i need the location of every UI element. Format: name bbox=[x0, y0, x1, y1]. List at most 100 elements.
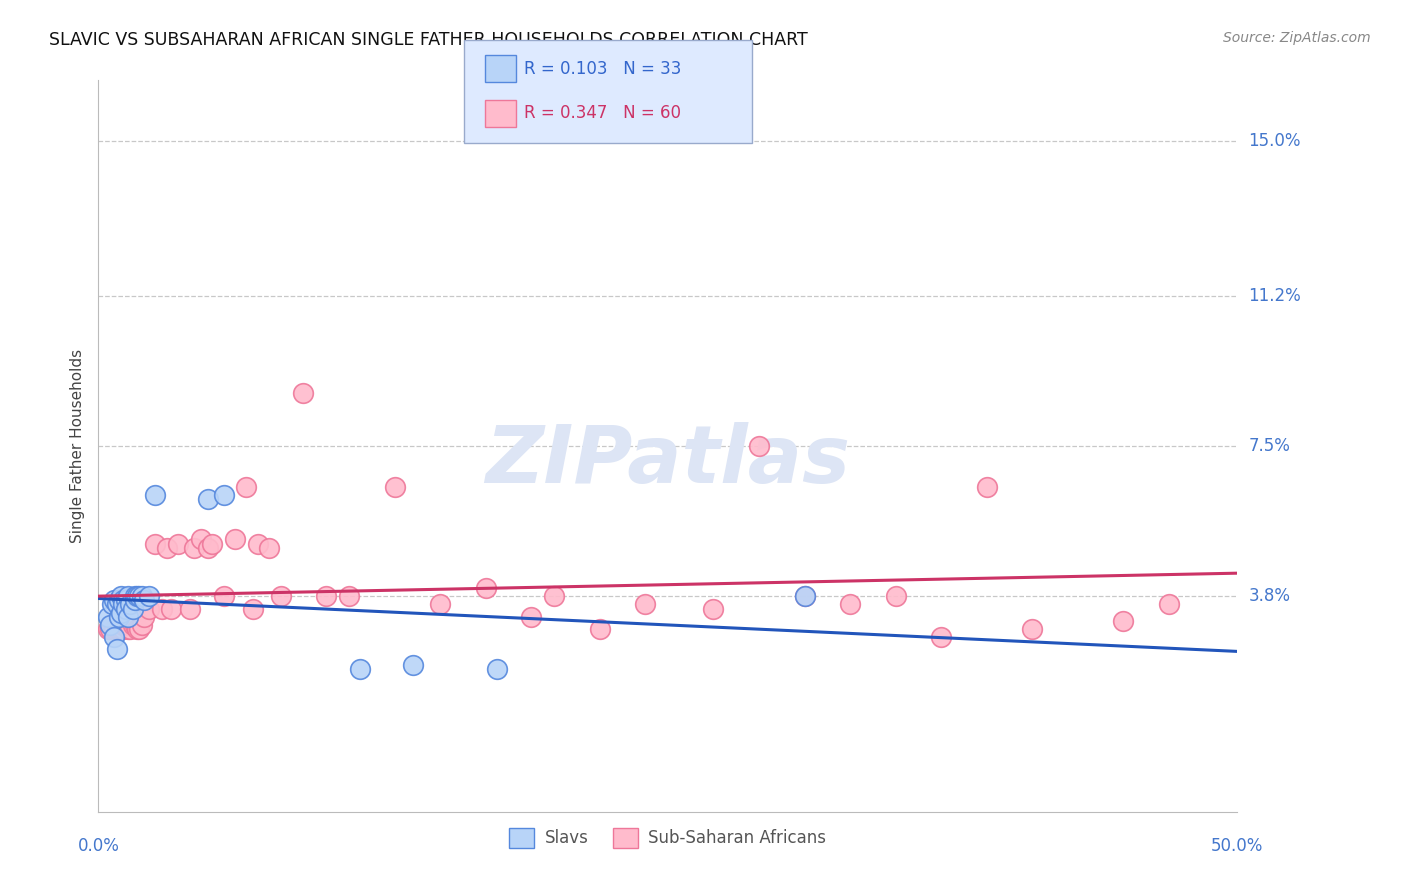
Point bbox=[884, 590, 907, 604]
Point bbox=[127, 590, 149, 604]
Point bbox=[190, 533, 212, 547]
Point bbox=[108, 609, 131, 624]
Text: 50.0%: 50.0% bbox=[1211, 837, 1264, 855]
Point bbox=[167, 536, 190, 550]
Text: 11.2%: 11.2% bbox=[1249, 286, 1301, 305]
Point bbox=[138, 601, 160, 615]
Point bbox=[96, 609, 118, 624]
Point bbox=[212, 590, 235, 604]
Point bbox=[588, 622, 610, 636]
Point bbox=[110, 606, 132, 620]
Point bbox=[292, 386, 315, 401]
Point bbox=[543, 590, 565, 604]
Point bbox=[1157, 598, 1180, 612]
Point bbox=[108, 622, 131, 636]
Point bbox=[108, 593, 131, 607]
Point bbox=[110, 590, 132, 604]
Point bbox=[384, 480, 406, 494]
Point bbox=[105, 617, 128, 632]
Point bbox=[128, 590, 150, 604]
Point bbox=[246, 536, 269, 550]
Point bbox=[242, 601, 264, 615]
Point bbox=[112, 622, 135, 636]
Point bbox=[121, 601, 143, 615]
Text: 3.8%: 3.8% bbox=[1249, 587, 1291, 606]
Point bbox=[96, 622, 118, 636]
Point bbox=[117, 622, 139, 636]
Text: 15.0%: 15.0% bbox=[1249, 132, 1301, 150]
Point bbox=[486, 663, 509, 677]
Point bbox=[337, 590, 360, 604]
Point bbox=[132, 609, 155, 624]
Point bbox=[702, 601, 724, 615]
Point bbox=[110, 622, 132, 636]
Point bbox=[315, 590, 337, 604]
Point bbox=[270, 590, 292, 604]
Point bbox=[179, 601, 201, 615]
Point bbox=[259, 541, 281, 555]
Point bbox=[114, 593, 136, 607]
Point bbox=[112, 598, 135, 612]
Point bbox=[121, 617, 143, 632]
Point bbox=[117, 609, 139, 624]
Text: R = 0.103   N = 33: R = 0.103 N = 33 bbox=[524, 60, 682, 78]
Point bbox=[138, 590, 160, 604]
Point bbox=[117, 590, 139, 604]
Point bbox=[224, 533, 246, 547]
Point bbox=[349, 663, 371, 677]
Point bbox=[793, 590, 815, 604]
Point bbox=[183, 541, 205, 555]
Point bbox=[1112, 614, 1135, 628]
Point bbox=[120, 598, 142, 612]
Point bbox=[103, 630, 125, 644]
Point bbox=[110, 617, 132, 632]
Text: 0.0%: 0.0% bbox=[77, 837, 120, 855]
Text: ZIPatlas: ZIPatlas bbox=[485, 422, 851, 500]
Text: Source: ZipAtlas.com: Source: ZipAtlas.com bbox=[1223, 31, 1371, 45]
Point bbox=[197, 491, 219, 506]
Point bbox=[160, 601, 183, 615]
Y-axis label: Single Father Households: Single Father Households bbox=[69, 349, 84, 543]
Point bbox=[429, 598, 451, 612]
Point bbox=[520, 609, 543, 624]
Legend: Slavs, Sub-Saharan Africans: Slavs, Sub-Saharan Africans bbox=[503, 821, 832, 855]
Point bbox=[212, 488, 235, 502]
Point bbox=[103, 622, 125, 636]
Point bbox=[128, 622, 150, 636]
Point bbox=[114, 601, 136, 615]
Point bbox=[235, 480, 257, 494]
Point bbox=[124, 609, 146, 624]
Point bbox=[101, 617, 124, 632]
Point bbox=[156, 541, 179, 555]
Point bbox=[132, 593, 155, 607]
Point bbox=[1021, 622, 1043, 636]
Point bbox=[976, 480, 998, 494]
Text: R = 0.347   N = 60: R = 0.347 N = 60 bbox=[524, 104, 682, 122]
Point bbox=[98, 617, 121, 632]
Point bbox=[150, 601, 173, 615]
Point bbox=[131, 590, 153, 604]
Point bbox=[105, 642, 128, 657]
Point bbox=[114, 614, 136, 628]
Point bbox=[839, 598, 862, 612]
Point bbox=[634, 598, 657, 612]
Point bbox=[112, 617, 135, 632]
Point bbox=[120, 622, 142, 636]
Point bbox=[748, 439, 770, 453]
Point bbox=[929, 630, 952, 644]
Point bbox=[145, 488, 167, 502]
Point bbox=[145, 536, 167, 550]
Point bbox=[98, 622, 121, 636]
Point bbox=[197, 541, 219, 555]
Point bbox=[131, 617, 153, 632]
Point bbox=[124, 590, 146, 604]
Point bbox=[103, 593, 125, 607]
Text: SLAVIC VS SUBSAHARAN AFRICAN SINGLE FATHER HOUSEHOLDS CORRELATION CHART: SLAVIC VS SUBSAHARAN AFRICAN SINGLE FATH… bbox=[49, 31, 808, 49]
Point bbox=[117, 617, 139, 632]
Point bbox=[105, 598, 128, 612]
Point bbox=[127, 622, 149, 636]
Point bbox=[793, 590, 815, 604]
Point bbox=[101, 598, 124, 612]
Point bbox=[124, 617, 146, 632]
Point bbox=[124, 593, 146, 607]
